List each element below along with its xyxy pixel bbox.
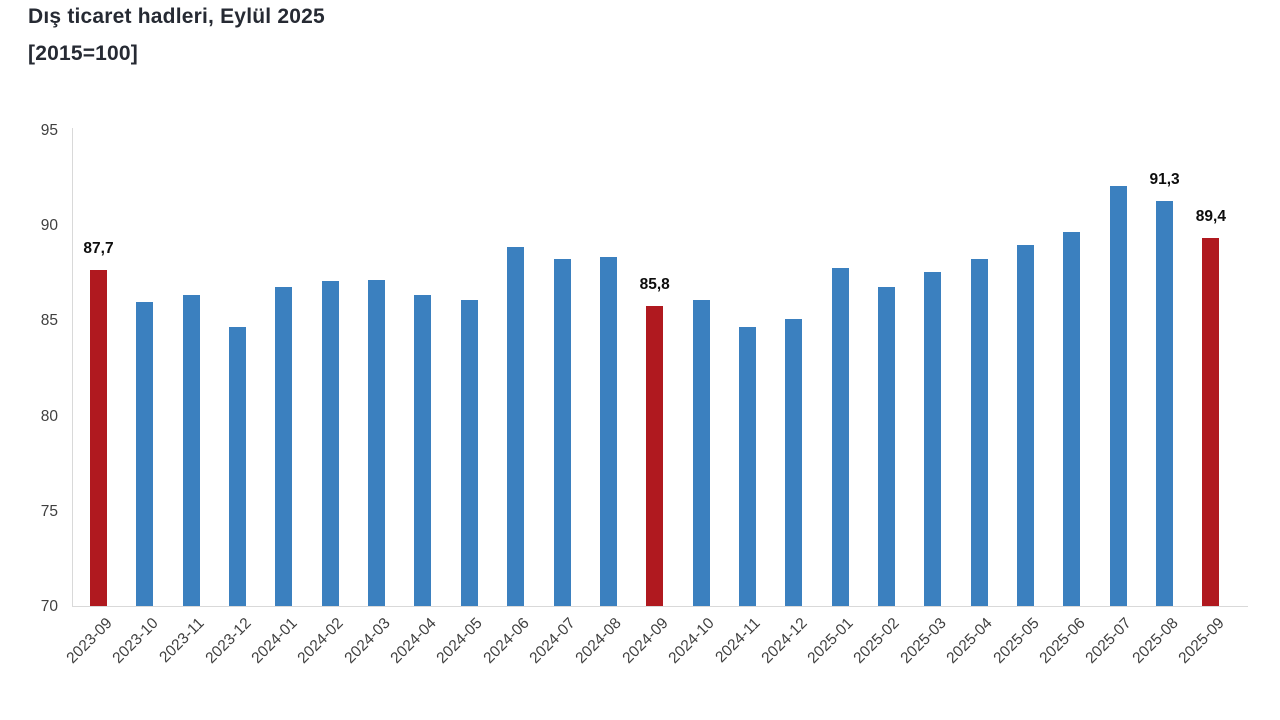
y-axis-tick-label: 80	[40, 407, 58, 425]
y-axis-tick-label: 90	[40, 217, 58, 235]
bar-2025-07	[1109, 186, 1127, 606]
value-label-2025-09: 89,4	[1195, 207, 1226, 225]
value-label-2023-09: 87,7	[83, 239, 114, 257]
bar-2025-08	[1156, 201, 1174, 606]
y-axis-tick-label: 85	[40, 312, 58, 330]
bar-2024-08	[599, 256, 617, 606]
bar-2024-06	[507, 247, 525, 606]
bar-2025-01	[831, 268, 849, 606]
bar-2024-05	[460, 300, 478, 606]
chart-title: Dış ticaret hadleri, Eylül 2025	[28, 5, 325, 28]
bar-2023-10	[136, 302, 154, 606]
bar-2023-11	[182, 294, 200, 606]
y-axis-line	[72, 128, 73, 607]
x-axis-line	[72, 606, 1248, 607]
bar-2024-12	[785, 319, 803, 606]
bar-2025-04	[970, 258, 988, 606]
value-label-2025-08: 91,3	[1149, 171, 1180, 189]
bar-2024-11	[738, 327, 756, 606]
bar-2023-12	[229, 327, 247, 606]
bar-2024-01	[275, 287, 293, 606]
y-axis-tick-label: 75	[40, 502, 58, 520]
bar-2025-02	[877, 287, 895, 606]
bar-2024-10	[692, 300, 710, 606]
bar-2024-09	[646, 306, 664, 606]
bar-2024-04	[414, 294, 432, 606]
bar-2025-05	[1017, 245, 1034, 606]
y-axis-tick-label: 70	[40, 598, 58, 615]
y-axis-tick-label: 95	[40, 122, 58, 139]
bar-2025-09	[1202, 237, 1220, 606]
chart-subtitle: [2015=100]	[28, 42, 139, 65]
value-label-2024-09: 85,8	[639, 276, 670, 294]
bar-2024-02	[321, 281, 339, 606]
bar-2023-09	[90, 269, 107, 606]
bar-2025-03	[924, 271, 942, 606]
bar-2024-07	[553, 258, 571, 606]
bar-2025-06	[1063, 231, 1081, 606]
bar-2024-03	[368, 279, 386, 606]
